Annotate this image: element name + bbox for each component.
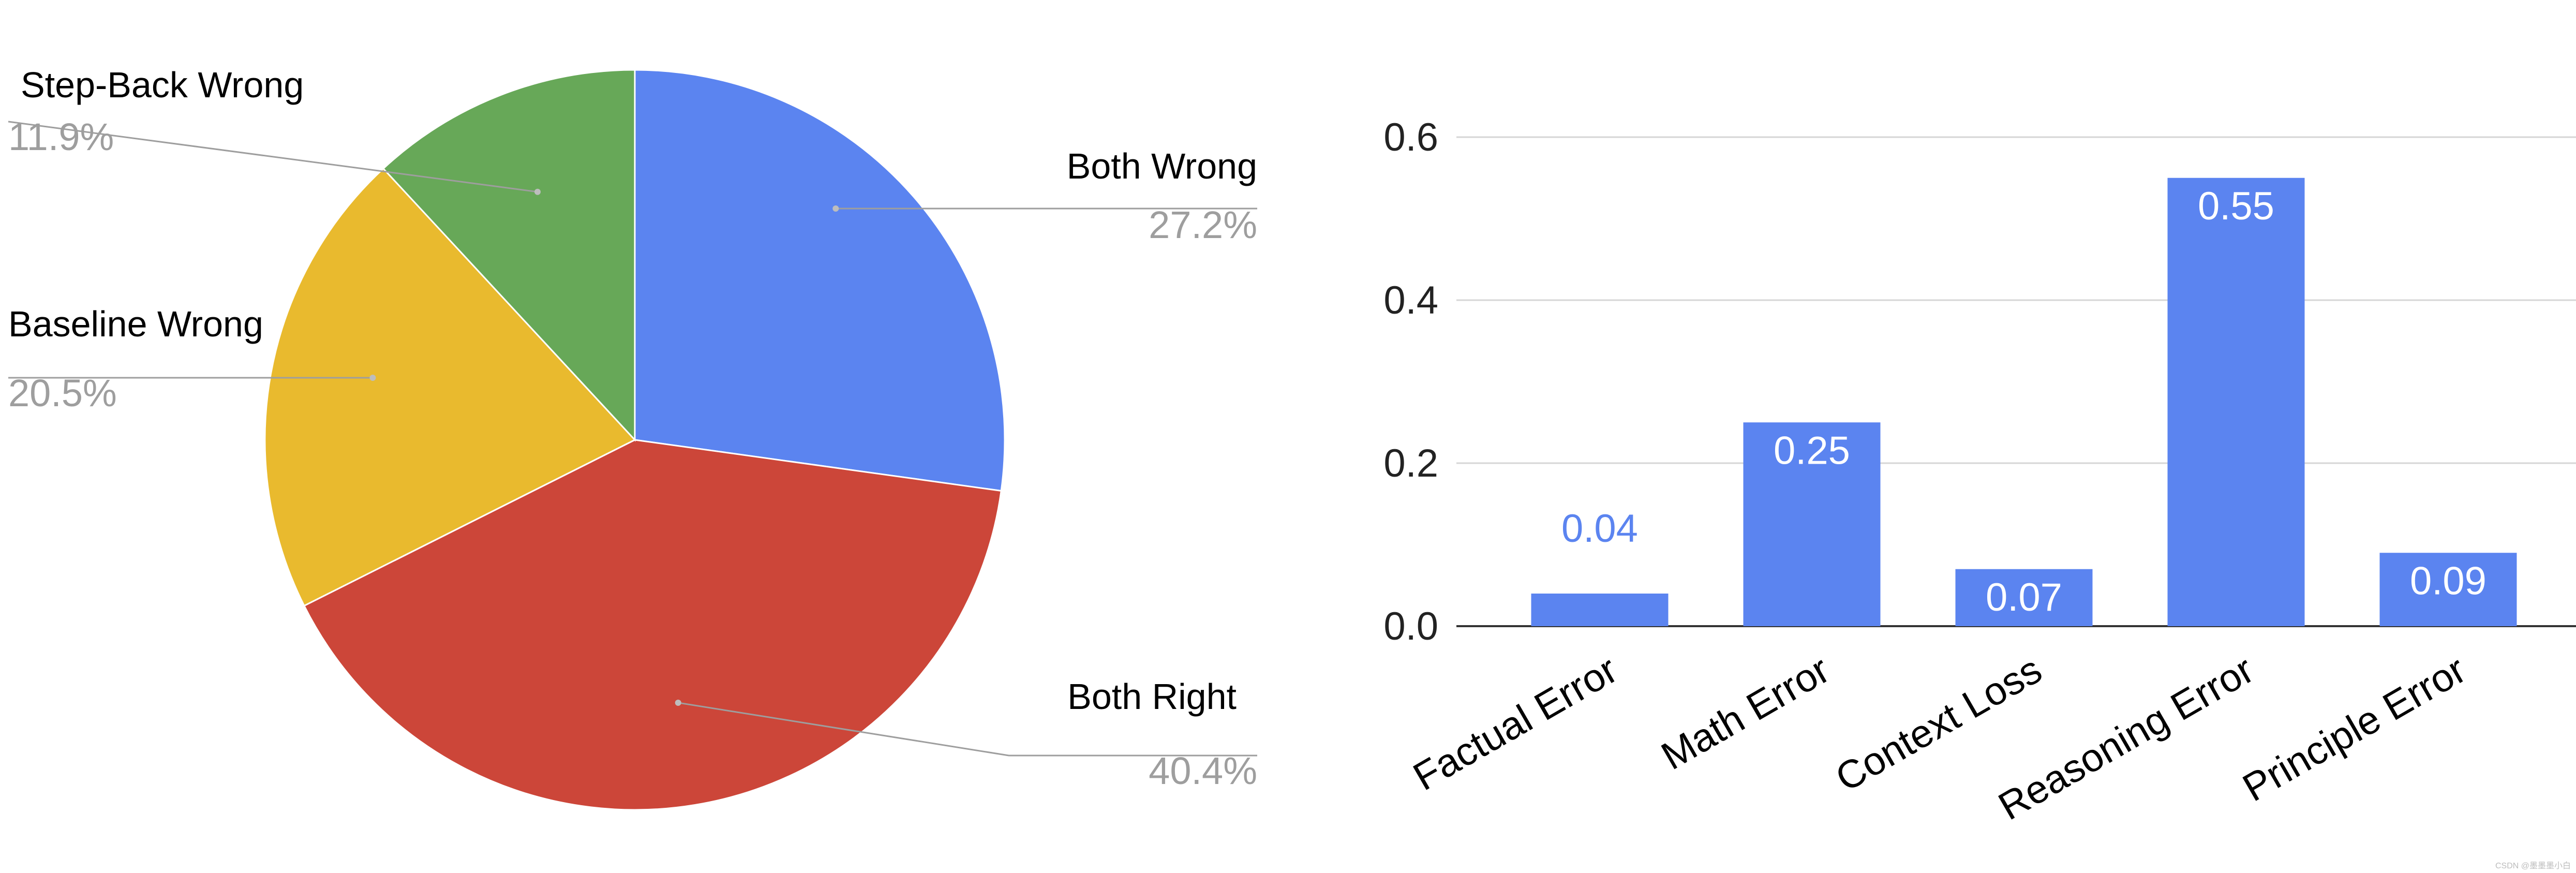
leader-dot-baseline-wrong — [369, 375, 376, 381]
leader-line-step-back-wrong — [8, 121, 538, 193]
pie-value-both-right: 40.4% — [1149, 749, 1257, 792]
pie-value-both-wrong: 27.2% — [1149, 203, 1257, 246]
leader-line-both-right — [678, 702, 1257, 757]
pie-value-step-back-wrong: 11.9% — [8, 115, 114, 158]
data-label-principle-error: 0.09 — [2410, 559, 2486, 603]
y-tick-label: 0.6 — [1383, 115, 1438, 159]
bar-reasoning-error — [2167, 177, 2305, 626]
x-tick-label-math-error: Math Error — [1654, 647, 1837, 778]
pie-label-both-right: Both Right — [1067, 676, 1237, 717]
pie-label-both-wrong: Both Wrong — [1067, 146, 1257, 186]
pie-slice-baseline-wrong — [264, 167, 636, 607]
bar-factual-error — [1531, 594, 1669, 626]
bar-math-error — [1743, 422, 1881, 626]
bar-context-loss — [1955, 569, 2093, 626]
bar-chart: 0.0 0.2 0.4 0.6 0.04 Factual Error 0.25 Math Er… — [1383, 115, 2576, 828]
pie-value-baseline-wrong: 20.5% — [8, 372, 117, 415]
data-label-factual-error: 0.04 — [1561, 507, 1638, 551]
watermark: CSDN @墨墨墨小白 — [2495, 862, 2571, 870]
pie-label-baseline-wrong: Baseline Wrong — [8, 304, 263, 344]
leader-dot-both-wrong — [832, 205, 839, 212]
data-label-math-error: 0.25 — [1774, 428, 1850, 472]
y-tick-label: 0.4 — [1383, 278, 1438, 322]
pie-chart: Both Wrong 27.2% Both Right 40.4% Baseline W… — [8, 65, 1257, 811]
pie-label-step-back-wrong: Step-Back Wrong — [21, 65, 304, 105]
pie-slice-both-wrong — [634, 69, 1006, 492]
x-tick-label-factual-error: Factual Error — [1406, 647, 1625, 799]
bar-principle-error — [2379, 553, 2517, 626]
leader-dot-both-right — [675, 699, 681, 706]
data-label-reasoning-error: 0.55 — [2198, 184, 2274, 228]
y-tick-label: 0.0 — [1383, 604, 1438, 648]
data-label-context-loss: 0.07 — [1986, 575, 2062, 619]
y-tick-label: 0.2 — [1383, 441, 1438, 485]
leader-dot-step-back-wrong — [534, 188, 541, 195]
pie-slice-step-back-wrong — [382, 69, 636, 442]
pie-slice-both-right — [303, 439, 1002, 811]
x-tick-label-principle-error: Principle Error — [2236, 647, 2473, 810]
